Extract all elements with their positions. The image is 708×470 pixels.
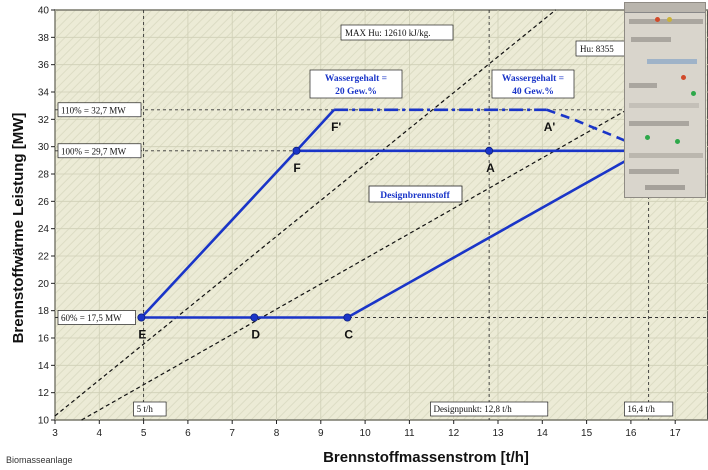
point-marker xyxy=(250,313,259,322)
point-label-F-prime: F' xyxy=(331,120,341,134)
ref-label-text: 60% = 17,5 MW xyxy=(61,313,122,323)
y-tick-label: 20 xyxy=(38,279,50,290)
x-tick-label: 11 xyxy=(404,428,415,439)
point-label-F: F xyxy=(293,161,300,175)
point-marker xyxy=(343,313,352,322)
fuel-line xyxy=(81,96,649,421)
x-tick-label: 8 xyxy=(274,428,280,439)
y-tick-label: 34 xyxy=(38,88,50,99)
ref-label-box xyxy=(133,401,167,417)
point-marker xyxy=(485,146,494,155)
ref-label-box xyxy=(624,401,674,417)
wassergehalt-20-annotation: Wassergehalt = 20 Gew.% xyxy=(309,69,403,99)
y-tick-label: 14 xyxy=(38,361,50,372)
ref-label-text: 16,4 t/h xyxy=(627,404,655,414)
hu-annotation: Hu: 8355 xyxy=(575,40,629,57)
ref-label-box xyxy=(57,102,142,118)
point-label-C: C xyxy=(344,328,353,342)
y-tick-label: 38 xyxy=(38,33,50,44)
svg-text:40 Gew.%: 40 Gew.% xyxy=(512,87,554,97)
ref-label-box xyxy=(57,143,142,159)
control-panel-thumbnail xyxy=(624,2,706,198)
x-tick-label: 12 xyxy=(448,428,460,439)
y-tick-label: 18 xyxy=(38,306,50,317)
x-tick-label: 15 xyxy=(581,428,593,439)
x-tick-label: 3 xyxy=(52,428,58,439)
point-label-D: D xyxy=(251,328,260,342)
y-tick-label: 28 xyxy=(38,170,50,181)
x-tick-label: 17 xyxy=(670,428,682,439)
fuel-line xyxy=(54,9,556,417)
ref-label-text: 100% = 29,7 MW xyxy=(61,146,127,156)
y-tick-label: 26 xyxy=(38,197,50,208)
y-tick-label: 12 xyxy=(38,388,50,399)
x-axis-title: Brennstoffmassenstrom [t/h] xyxy=(323,449,529,466)
x-tick-label: 9 xyxy=(318,428,324,439)
x-tick-label: 5 xyxy=(141,428,147,439)
x-tick-label: 7 xyxy=(229,428,235,439)
ref-label-box xyxy=(57,310,136,325)
footer-label: Biomasseanlage xyxy=(6,455,73,465)
x-tick-label: 6 xyxy=(185,428,191,439)
svg-text:Designbrennstoff: Designbrennstoff xyxy=(380,191,450,201)
fuel-lines xyxy=(54,9,649,421)
ref-label-text: Designpunkt: 12,8 t/h xyxy=(433,404,512,414)
x-tick-label: 16 xyxy=(625,428,637,439)
point-marker xyxy=(137,313,146,322)
y-tick-label: 16 xyxy=(38,334,50,345)
svg-text:Wassergehalt =: Wassergehalt = xyxy=(325,74,387,84)
y-tick-label: 24 xyxy=(38,224,50,235)
max-hu-annotation: MAX Hu: 12610 kJ/kg. xyxy=(340,24,454,41)
svg-text:Hu: 8355: Hu: 8355 xyxy=(580,44,614,54)
svg-text:MAX Hu: 12610 kJ/kg.: MAX Hu: 12610 kJ/kg. xyxy=(345,28,431,38)
point-label-A: A xyxy=(486,161,495,175)
ref-label-text: 110% = 32,7 MW xyxy=(61,105,126,115)
x-axis-ticks: 3 4 5 6 7 8 9 10 11 12 13 14 15 16 17 xyxy=(52,420,681,439)
y-tick-label: 32 xyxy=(38,115,50,126)
point-labels: E D C F A F' A' xyxy=(138,120,555,342)
y-axis-title: Brennstoffwärme Leistung [MW] xyxy=(10,113,27,344)
x-tick-label: 13 xyxy=(492,428,504,439)
point-label-E: E xyxy=(138,328,146,342)
point-label-A-prime: A' xyxy=(544,120,556,134)
ref-label-text: 5 t/h xyxy=(137,404,154,414)
x-tick-label: 10 xyxy=(360,428,372,439)
point-marker xyxy=(292,146,301,155)
point-markers xyxy=(137,146,494,322)
designbrennstoff-annotation: Designbrennstoff xyxy=(368,185,463,203)
x-tick-label: 14 xyxy=(537,428,549,439)
y-axis-ticks: 10 12 14 16 18 20 22 24 26 28 30 32 34 36 38 40 xyxy=(38,6,55,427)
svg-text:Wassergehalt =: Wassergehalt = xyxy=(502,74,564,84)
reference-labels: 110% = 32,7 MW 100% = 29,7 MW 60% = 17,5 M… xyxy=(57,102,674,417)
envelope-line xyxy=(546,108,641,148)
y-tick-label: 10 xyxy=(38,416,50,427)
wassergehalt-40-annotation: Wassergehalt = 40 Gew.% xyxy=(491,69,575,99)
y-tick-label: 22 xyxy=(38,252,50,263)
y-tick-label: 30 xyxy=(38,142,50,153)
x-tick-label: 4 xyxy=(97,428,103,439)
svg-text:20 Gew.%: 20 Gew.% xyxy=(335,87,377,97)
y-tick-label: 36 xyxy=(38,60,50,71)
operating-envelope xyxy=(140,108,641,319)
y-tick-label: 40 xyxy=(38,6,50,17)
ref-label-box xyxy=(430,401,549,417)
